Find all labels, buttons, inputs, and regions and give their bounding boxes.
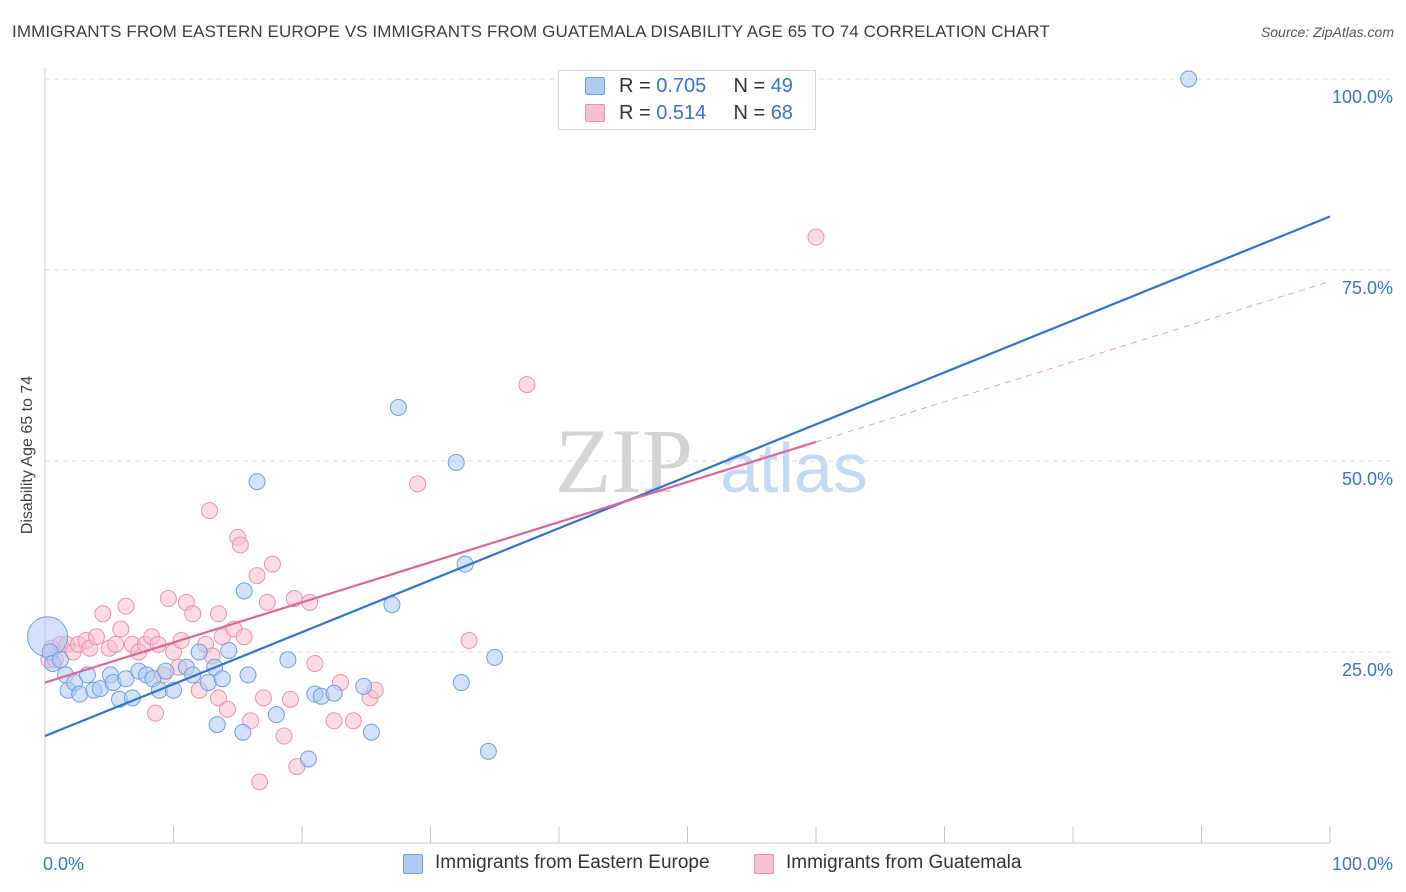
guatemala-point xyxy=(306,654,324,672)
eastern-europe-point xyxy=(299,750,317,768)
y-tick-label: 25.0% xyxy=(1342,660,1393,680)
guatemala-point xyxy=(518,376,536,394)
x-tick-label: 100.0% xyxy=(1332,854,1393,874)
guatemala-point xyxy=(159,590,177,608)
legend-n-label: N = xyxy=(733,75,766,97)
eastern-europe-point xyxy=(234,723,252,741)
legend-r-value: 0.514 xyxy=(656,102,707,124)
legend-n-value: 68 xyxy=(770,102,793,124)
guatemala-point xyxy=(147,704,165,722)
guatemala-point xyxy=(251,773,269,791)
eastern-europe-point xyxy=(208,716,226,734)
watermark-zip: ZIP xyxy=(555,410,693,512)
watermark-atlas: atlas xyxy=(720,429,868,507)
eastern-europe-point xyxy=(213,670,231,688)
guatemala-point xyxy=(107,635,125,653)
guatemala-point xyxy=(248,567,266,585)
y-tick-label: 100.0% xyxy=(1332,87,1393,107)
gridlines xyxy=(45,78,1394,653)
eastern-europe-point xyxy=(71,685,89,703)
eastern-europe-point xyxy=(447,454,465,472)
guatemala-points xyxy=(40,228,825,791)
source-label: Source: ZipAtlas.com xyxy=(1260,24,1394,40)
eastern-europe-point xyxy=(452,674,470,692)
eastern-europe-point xyxy=(117,670,135,688)
guatemala-point xyxy=(87,628,105,646)
legend-swatch-blue xyxy=(585,77,605,95)
y-tick-label: 50.0% xyxy=(1342,469,1393,489)
guatemala-point xyxy=(117,597,135,615)
guatemala-point xyxy=(325,712,343,730)
eastern-europe-points xyxy=(27,70,1198,768)
series-swatch-pink xyxy=(754,854,774,874)
guatemala-point xyxy=(275,727,293,745)
legend-swatch-pink xyxy=(585,104,605,122)
series-swatch-blue xyxy=(403,854,423,874)
guatemala-point xyxy=(235,628,253,646)
chart-title: IMMIGRANTS FROM EASTERN EUROPE VS IMMIGR… xyxy=(12,22,1050,41)
eastern-europe-point xyxy=(389,399,407,417)
legend-r-label: R = xyxy=(619,75,651,97)
legend-r-value: 0.705 xyxy=(656,75,707,97)
guatemala-trend-line xyxy=(44,440,817,684)
guatemala-point xyxy=(94,605,112,623)
eastern-europe-point xyxy=(235,582,253,600)
guatemala-point xyxy=(254,689,272,707)
tick-labels: 25.0% 50.0% 75.0% 100.0% 0.0% 100.0% xyxy=(43,87,1393,874)
series-label-guatemala: Immigrants from Guatemala xyxy=(786,852,1022,873)
series-label-eastern-europe: Immigrants from Eastern Europe xyxy=(435,852,710,873)
guatemala-point xyxy=(200,502,218,520)
legend-r-label: R = xyxy=(619,102,651,124)
correlation-legend: R = 0.705 N = 49 R = 0.514 N = 68 xyxy=(558,70,816,130)
axes xyxy=(44,68,1331,844)
guatemala-point xyxy=(218,700,236,718)
guatemala-point xyxy=(263,555,281,573)
eastern-europe-point xyxy=(325,684,343,702)
guatemala-point xyxy=(807,228,825,246)
eastern-europe-point xyxy=(239,666,257,684)
eastern-europe-point xyxy=(279,651,297,669)
guatemala-point xyxy=(231,536,249,554)
legend-n-value: 49 xyxy=(770,75,793,97)
legend-n-label: N = xyxy=(733,102,766,124)
guatemala-point xyxy=(184,605,202,623)
eastern-europe-point xyxy=(479,742,497,760)
guatemala-point xyxy=(460,632,478,650)
eastern-europe-point xyxy=(355,677,373,695)
eastern-europe-point xyxy=(1180,70,1198,88)
eastern-europe-point xyxy=(220,641,238,659)
eastern-europe-point xyxy=(157,662,175,680)
watermark: ZIP atlas xyxy=(555,410,868,512)
guatemala-point xyxy=(209,689,227,707)
y-tick-label: 75.0% xyxy=(1342,278,1393,298)
guatemala-point xyxy=(344,712,362,730)
x-tick-label: 0.0% xyxy=(43,854,84,874)
guatemala-point xyxy=(209,605,227,623)
eastern-europe-trend-line xyxy=(44,215,1331,738)
guatemala-point xyxy=(409,475,427,493)
eastern-europe-point xyxy=(486,648,504,666)
eastern-europe-point xyxy=(199,674,217,692)
eastern-europe-point xyxy=(362,723,380,741)
guatemala-point xyxy=(112,620,130,638)
eastern-europe-point xyxy=(248,473,266,491)
guatemala-trend-extension xyxy=(815,280,1331,443)
eastern-europe-point xyxy=(267,706,285,724)
eastern-europe-point xyxy=(190,643,208,661)
guatemala-point xyxy=(281,690,299,708)
eastern-europe-point xyxy=(51,651,69,669)
guatemala-point xyxy=(258,593,276,611)
trend-lines xyxy=(44,215,1331,738)
